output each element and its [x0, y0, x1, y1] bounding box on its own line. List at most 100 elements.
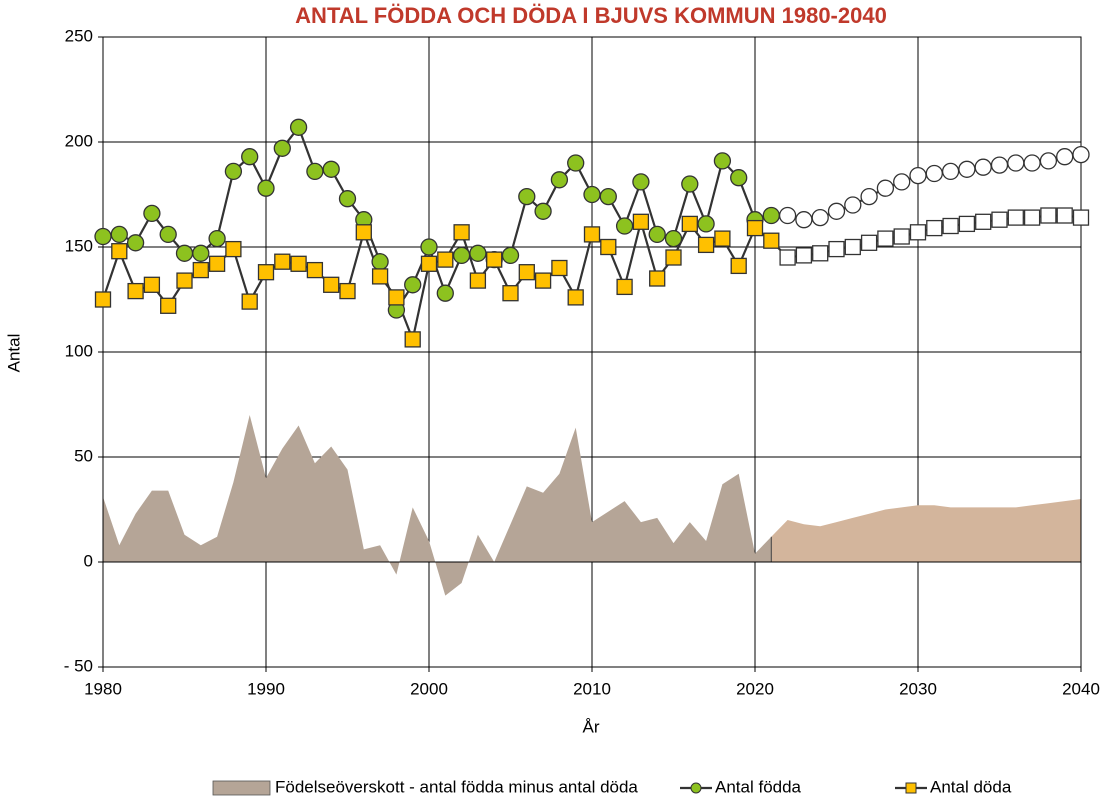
marker	[649, 270, 666, 287]
marker	[893, 173, 911, 191]
marker	[958, 215, 976, 233]
legend-label: Födelseöverskott - antal födda minus ant…	[275, 777, 638, 796]
marker	[159, 225, 177, 244]
marker	[778, 206, 797, 225]
marker	[176, 272, 193, 289]
marker	[306, 261, 324, 279]
marker	[779, 249, 796, 266]
marker	[860, 187, 878, 206]
marker	[1072, 145, 1090, 164]
marker	[175, 244, 194, 262]
y-tick-label: 0	[84, 551, 93, 570]
marker	[339, 282, 356, 300]
markers	[94, 118, 1090, 348]
marker	[143, 204, 161, 223]
marker	[126, 234, 145, 252]
marker	[1007, 209, 1024, 226]
y-tick-label: 200	[65, 131, 93, 150]
marker	[926, 219, 943, 237]
marker	[404, 331, 421, 348]
y-tick-label: 250	[65, 26, 93, 45]
x-tick-label: 2040	[1062, 679, 1100, 698]
marker	[615, 217, 634, 235]
marker	[111, 243, 128, 260]
x-tick-label: 2030	[899, 679, 937, 698]
marker	[502, 285, 519, 302]
plot-border	[102, 36, 1082, 668]
marker	[844, 238, 861, 256]
marker	[371, 268, 389, 285]
marker	[1056, 207, 1073, 224]
marker	[1023, 154, 1041, 172]
area	[103, 415, 772, 596]
marker	[273, 139, 291, 157]
marker	[160, 297, 177, 314]
marker	[697, 236, 715, 254]
marker	[730, 169, 748, 187]
marker	[534, 272, 552, 289]
marker	[941, 162, 960, 181]
y-axis-label: Antal	[4, 334, 23, 373]
marker	[827, 202, 846, 220]
marker	[501, 246, 520, 265]
projection-area	[771, 499, 1081, 562]
marker	[763, 232, 780, 249]
marker	[974, 158, 992, 176]
x-tick-label: 2020	[736, 679, 774, 698]
legend-marker	[905, 782, 917, 794]
marker	[469, 272, 487, 289]
marker	[844, 196, 862, 214]
y-tick-label: 100	[65, 341, 93, 360]
marker	[1039, 152, 1058, 170]
marker	[942, 217, 959, 235]
marker	[991, 211, 1008, 228]
marker	[877, 230, 894, 247]
marker	[632, 173, 650, 191]
marker	[241, 148, 259, 166]
marker	[1056, 148, 1074, 166]
x-tick-label: 2010	[573, 679, 611, 698]
marker	[893, 228, 910, 245]
marker	[632, 213, 650, 230]
marker	[534, 202, 552, 220]
marker	[225, 240, 242, 258]
legend-marker	[690, 782, 702, 794]
x-tick-label: 1980	[84, 679, 122, 698]
marker	[975, 213, 992, 230]
marker	[355, 224, 372, 241]
marker	[665, 249, 682, 266]
marker	[909, 166, 927, 185]
marker	[289, 118, 308, 136]
marker	[713, 152, 732, 170]
legend-item: Antal födda	[680, 777, 802, 796]
marker	[420, 238, 438, 256]
chart-title: ANTAL FÖDDA OCH DÖDA I BJUVS KOMMUN 1980…	[295, 3, 887, 28]
marker	[322, 160, 340, 178]
marker	[110, 225, 128, 244]
marker	[812, 245, 829, 262]
marker	[94, 291, 112, 308]
marker	[192, 261, 209, 279]
marker	[795, 247, 813, 264]
marker	[1040, 207, 1057, 224]
marker	[811, 208, 829, 227]
marker	[274, 253, 291, 270]
marker	[436, 284, 454, 302]
marker	[876, 179, 895, 197]
marker	[518, 187, 536, 206]
marker	[1007, 154, 1025, 172]
marker	[860, 234, 878, 251]
marker	[257, 179, 275, 197]
marker	[306, 162, 324, 181]
marker	[958, 160, 976, 178]
marker	[208, 229, 226, 248]
marker	[551, 259, 568, 277]
marker	[420, 255, 438, 272]
marker	[567, 154, 585, 172]
marker	[143, 276, 161, 293]
marker	[224, 162, 243, 181]
x-axis-label: År	[583, 717, 600, 736]
y-tick-label: - 50	[64, 656, 93, 675]
